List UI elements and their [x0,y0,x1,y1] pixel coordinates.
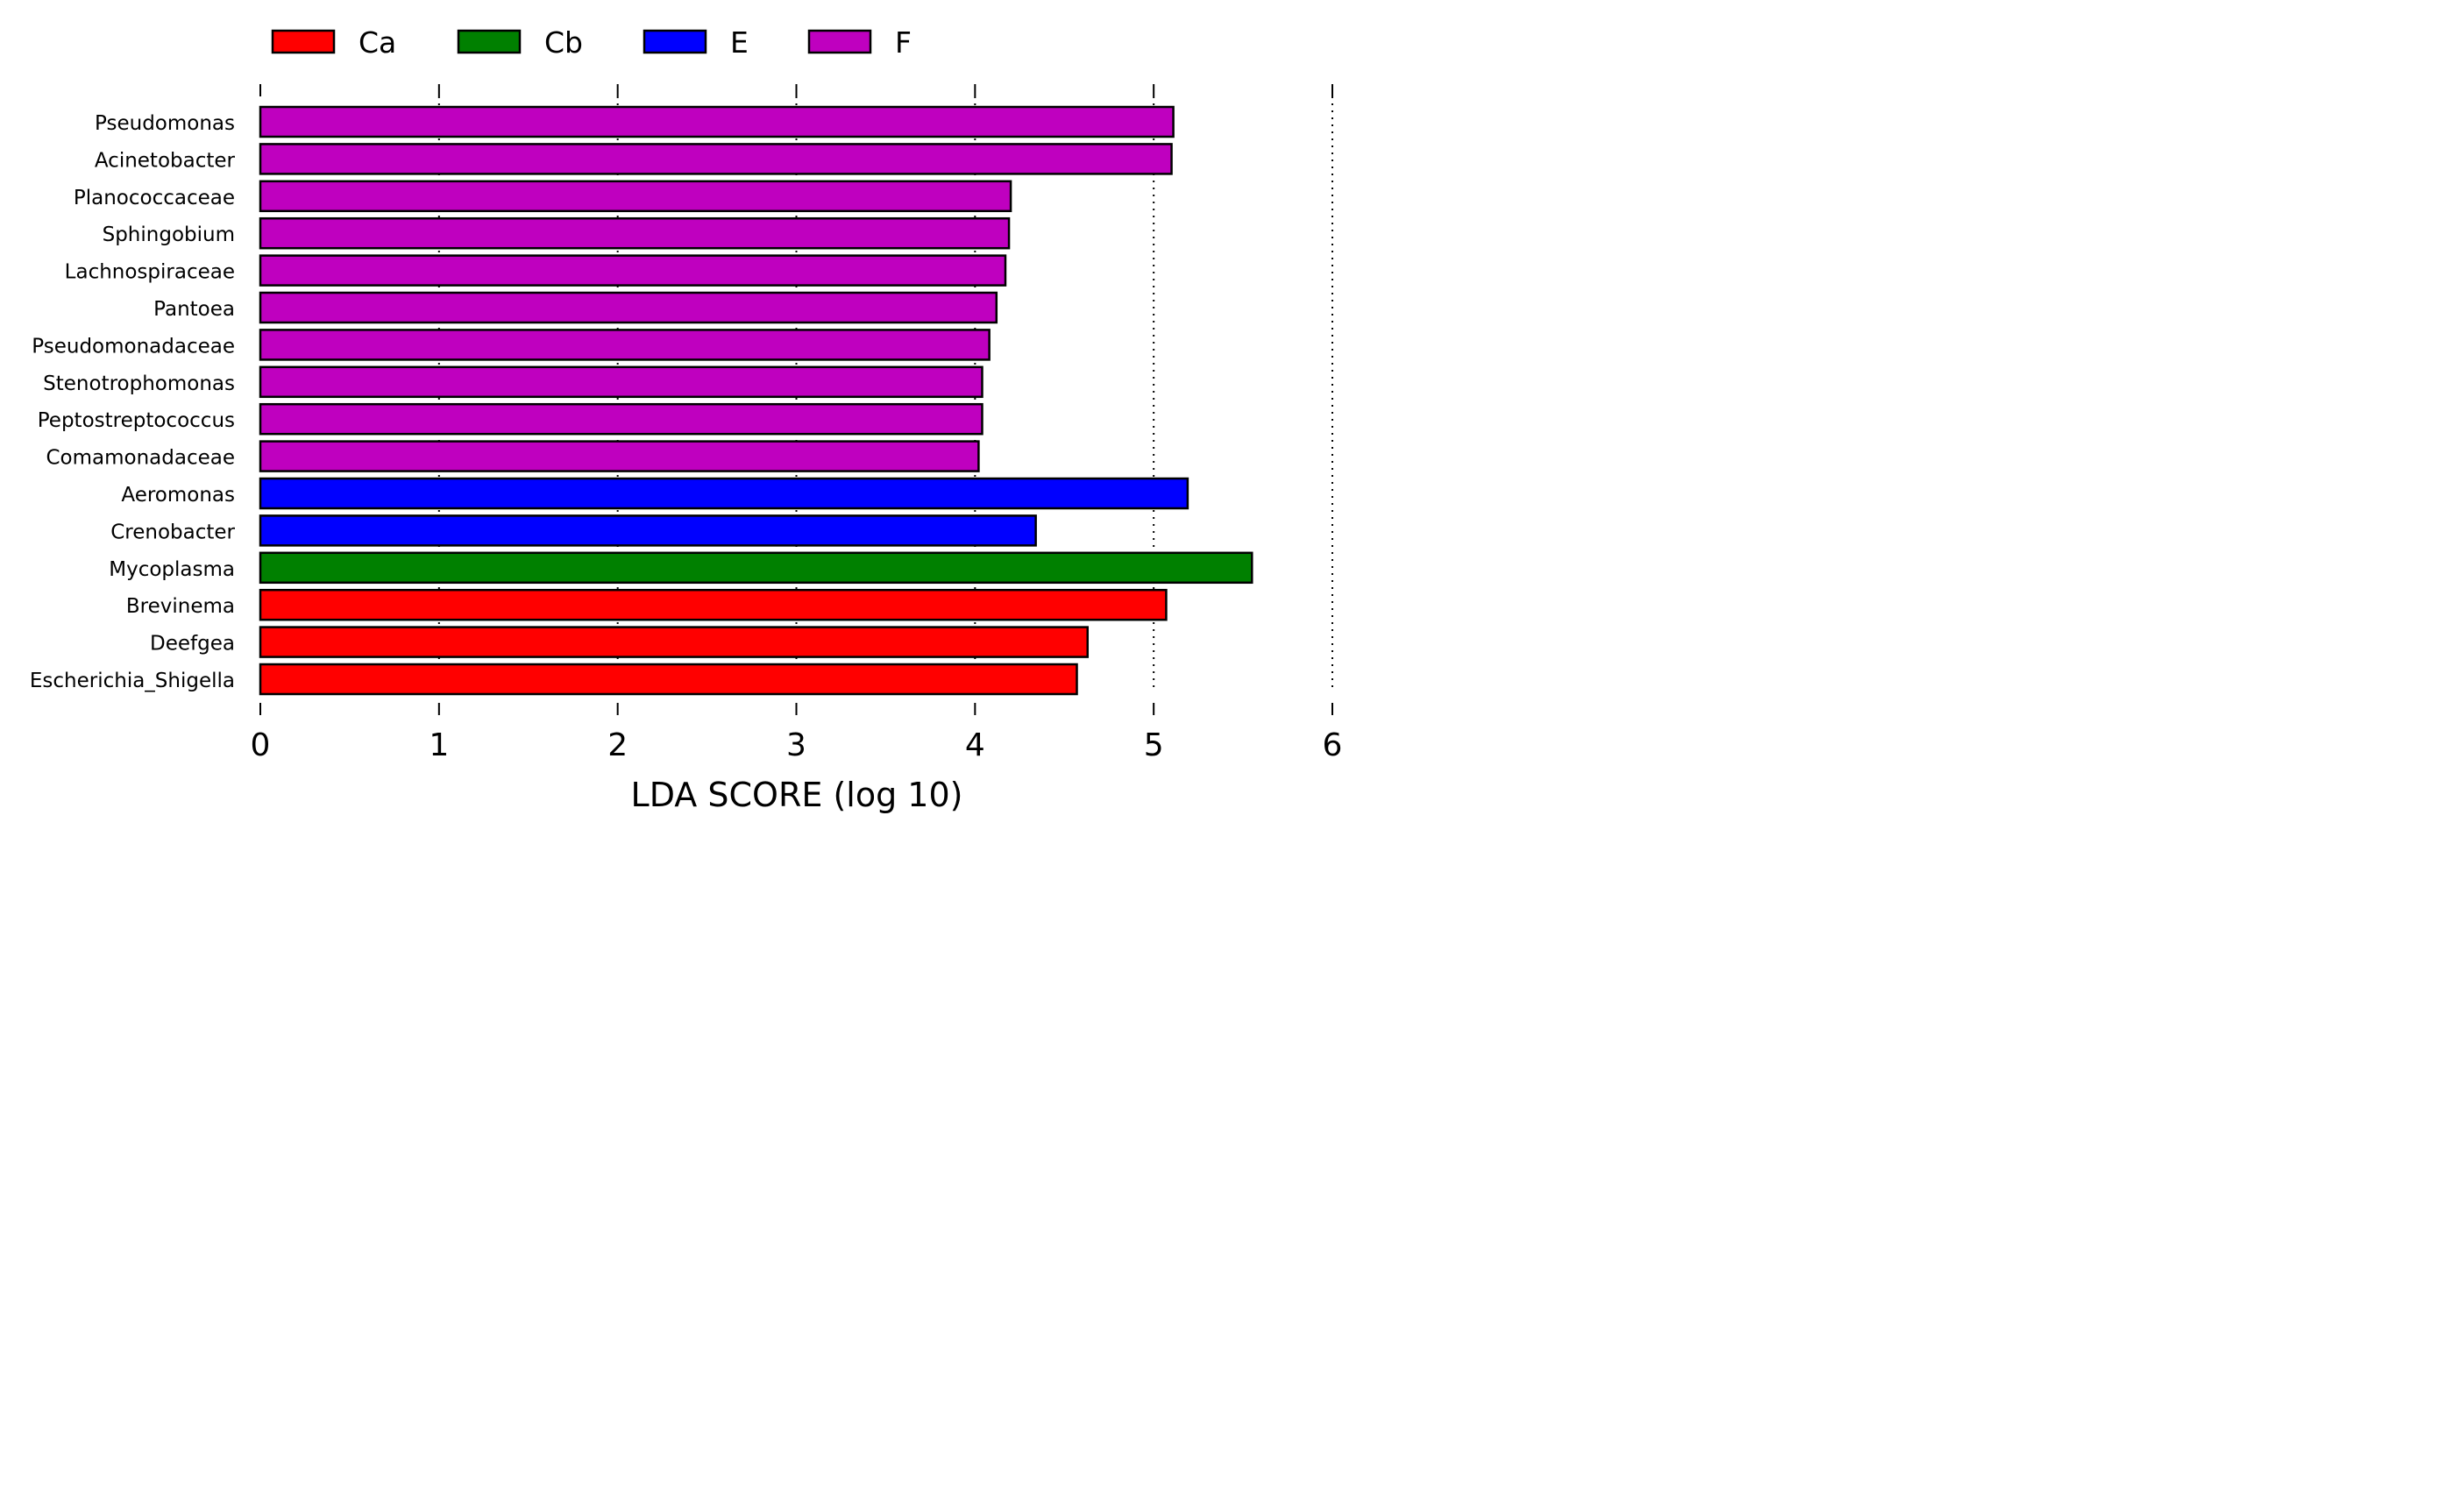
bar-peptostreptococcus [259,402,983,436]
legend-swatch-cb [457,29,522,54]
bar-sphingobium [259,216,1011,250]
legend-label-e: E [730,25,749,60]
category-label: Lachnospiraceae [65,261,235,284]
legend-label-ca: Ca [359,25,396,60]
bar-mycoplasma [259,551,1253,585]
legend-label-cb: Cb [544,25,583,60]
bar-aeromonas [259,477,1189,510]
x-tick-label: 3 [786,727,806,763]
x-axis-title: LDA SCORE (log 10) [631,776,963,814]
bar-crenobacter [259,514,1037,547]
category-label: Stenotrophomonas [43,372,235,395]
category-label: Mycoplasma [109,558,235,581]
bar-stenotrophomonas [259,365,983,399]
category-label: Aeromonas [121,484,235,507]
category-label-layer: Pseudomonas Acinetobacter Planococcaceae Sp… [30,112,236,692]
bar-deefgea [259,626,1089,658]
category-label: Escherichia_Shigella [30,670,235,692]
chart-svg: Pseudomonas Acinetobacter Planococcaceae Sp… [30,25,1343,814]
bar-acinetobacter [259,143,1173,175]
category-label: Sphingobium [103,223,235,246]
lda-chart: Pseudomonas Acinetobacter Planococcaceae Sp… [0,0,1366,829]
x-tick-label: 0 [251,727,271,763]
bar-layer [259,105,1253,696]
x-axis: 0 1 2 3 4 5 6 [251,84,1343,763]
x-tick-label: 2 [607,727,628,763]
category-label: Deefgea [150,633,235,656]
category-label: Brevinema [126,595,235,618]
legend: Ca Cb E F [271,25,912,60]
legend-label-f: F [895,25,912,60]
category-label: Crenobacter [110,521,235,543]
category-label: Comamonadaceae [46,447,235,470]
x-tick-label: 5 [1144,727,1164,763]
legend-swatch-ca [271,29,336,54]
bar-planococcaceae [259,180,1012,213]
x-tick-label: 4 [965,727,985,763]
bar-comamonadaceae [259,440,980,472]
bar-pantoea [259,291,998,324]
bar-brevinema [259,588,1168,621]
x-tick-label: 6 [1323,727,1343,763]
bar-escherichia-shigella [259,663,1078,696]
category-label: Pantoea [153,298,235,321]
bar-lachnospiraceae [259,254,1007,287]
category-label: Pseudomonas [95,112,235,135]
category-label: Acinetobacter [95,149,236,172]
category-label: Peptostreptococcus [38,409,235,432]
x-tick-label: 1 [429,727,449,763]
category-label: Planococcaceae [74,187,235,209]
bar-pseudomonadaceae [259,329,991,361]
category-label: Pseudomonadaceae [32,335,235,358]
legend-swatch-f [807,29,872,54]
legend-swatch-e [643,29,707,54]
bar-pseudomonas [259,105,1175,138]
